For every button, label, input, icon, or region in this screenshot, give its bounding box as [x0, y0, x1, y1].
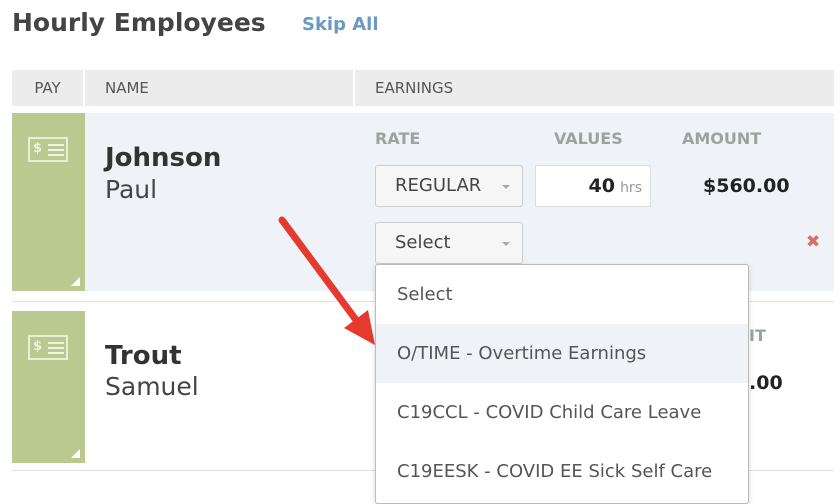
hours-value: 40 [588, 175, 615, 197]
dropdown-option-c19eesk[interactable]: C19EESK - COVID EE Sick Self Care [397, 461, 713, 482]
employee-last-name: Johnson [105, 143, 222, 173]
page-title: Hourly Employees [12, 8, 266, 37]
pay-toggle[interactable]: $ [12, 311, 85, 463]
hours-input[interactable]: 40 hrs [535, 165, 651, 207]
pay-toggle[interactable]: $ [12, 113, 85, 291]
remove-icon[interactable]: ✖ [806, 232, 821, 252]
hours-unit: hrs [620, 180, 642, 196]
dropdown-option-c19ccl[interactable]: C19CCL - COVID Child Care Leave [397, 402, 702, 423]
chevron-down-icon [502, 185, 510, 189]
employee-first-name: Paul [105, 175, 158, 204]
paycheck-icon: $ [28, 335, 68, 360]
column-earnings: EARNINGS [375, 79, 454, 97]
corner-triangle-icon [71, 449, 80, 458]
paycheck-icon: $ [28, 137, 68, 162]
amount-value: .00 [749, 372, 783, 394]
chevron-down-icon [502, 242, 510, 246]
column-name: NAME [85, 70, 355, 106]
employee-first-name: Samuel [105, 372, 199, 401]
dropdown-option-select[interactable]: Select [397, 284, 453, 305]
table-row: $ Trout Samuel [12, 311, 834, 463]
rate-label: RATE [375, 129, 421, 148]
values-label: VALUES [554, 129, 623, 148]
table-header: PAY NAME EARNINGS [12, 70, 834, 106]
new-rate-select-value: Select [395, 232, 451, 253]
rate-dropdown-menu: Select O/TIME - Overtime Earnings C19CCL… [375, 264, 749, 504]
rate-select-value: REGULAR [395, 175, 482, 196]
dropdown-option-overtime[interactable]: O/TIME - Overtime Earnings [376, 324, 748, 383]
corner-triangle-icon [71, 277, 80, 286]
column-pay: PAY [12, 70, 85, 106]
amount-value: $560.00 [703, 175, 790, 197]
new-rate-select[interactable]: Select [375, 222, 523, 264]
amount-label: AMOUNT [682, 129, 762, 148]
rate-select[interactable]: REGULAR [375, 165, 523, 207]
arrow-annotation-icon [278, 216, 375, 345]
skip-all-link[interactable]: Skip All [302, 14, 379, 35]
amount-label: IT [749, 326, 766, 345]
employee-last-name: Trout [105, 341, 182, 371]
